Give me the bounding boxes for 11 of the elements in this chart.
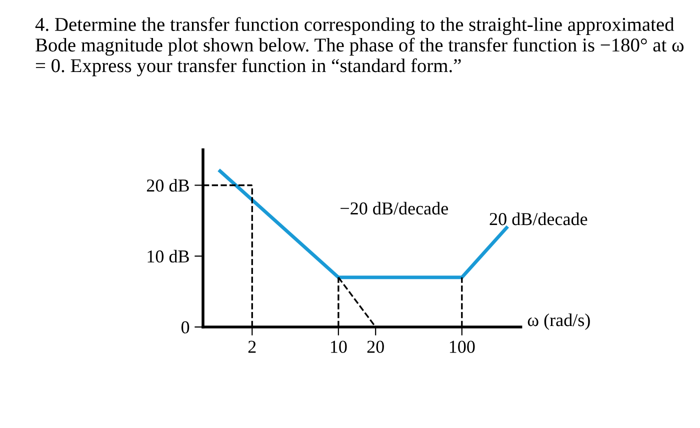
x-axis-title: ω (rad/s) bbox=[528, 313, 590, 330]
x-tick-label: 20 bbox=[367, 340, 384, 353]
chart-title: 4. Determine the transfer function corresponding to the straight-line approximated Bode magnitude plot shown below. The phase of the transfer function is −180° at ω = 0. Express your transfer function in “standard form.” bbox=[35, 17, 684, 76]
annotation: −20 dB/decade bbox=[340, 202, 448, 215]
y-tick-label: 20 dB bbox=[146, 178, 189, 192]
annotation: 20 dB/decade bbox=[490, 212, 588, 226]
x-tick-label: 2 bbox=[248, 340, 256, 353]
x-tick-label: 10 bbox=[330, 340, 347, 353]
y-tick-label: 0 bbox=[181, 321, 190, 334]
x-tick-label: 100 bbox=[450, 340, 475, 353]
y-tick-label: 10 dB bbox=[148, 250, 189, 263]
